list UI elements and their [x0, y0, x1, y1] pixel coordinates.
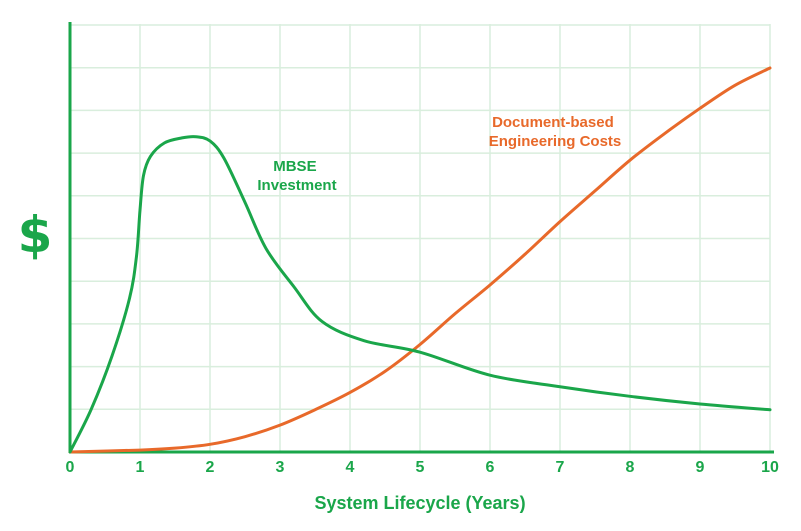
- x-tick-label: 10: [761, 459, 779, 476]
- series-lines: [68, 66, 772, 454]
- x-tick-label: 2: [206, 459, 215, 476]
- series-label-doc-line-1: Document-based: [492, 114, 614, 131]
- axes: [68, 22, 774, 454]
- series-line-mbse-investment: [68, 135, 772, 454]
- series-label-mbse-line-2: Investment: [257, 177, 336, 194]
- x-tick-label: 7: [556, 459, 565, 476]
- x-tick-label: 6: [486, 459, 495, 476]
- series-label-mbse: MBSE Investment: [257, 158, 336, 194]
- series-line-document-based-costs: [68, 66, 772, 454]
- series-label-document-based: Document-based Engineering Costs: [489, 114, 622, 150]
- x-axis-title: System Lifecycle (Years): [314, 493, 525, 513]
- x-tick-label: 0: [66, 459, 75, 476]
- grid-lines: [70, 24, 771, 452]
- y-axis-title: $: [18, 206, 53, 264]
- x-tick-label: 8: [626, 459, 635, 476]
- series-label-mbse-line-1: MBSE: [273, 158, 316, 175]
- x-tick-labels: 0 1 2 3 4 5 6 7 8 9 10: [66, 459, 779, 476]
- series-label-doc-line-2: Engineering Costs: [489, 133, 622, 150]
- x-tick-label: 4: [346, 459, 355, 476]
- x-tick-label: 5: [416, 459, 425, 476]
- x-tick-label: 1: [136, 459, 145, 476]
- x-tick-label: 3: [276, 459, 285, 476]
- x-tick-label: 9: [696, 459, 705, 476]
